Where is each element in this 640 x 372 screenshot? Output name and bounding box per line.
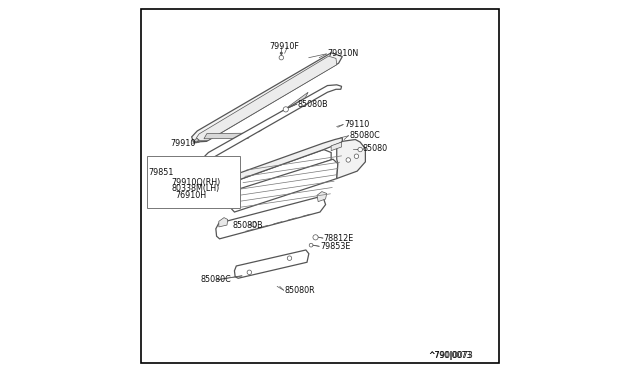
- Polygon shape: [204, 133, 251, 139]
- Circle shape: [232, 185, 236, 189]
- Circle shape: [234, 179, 237, 182]
- Circle shape: [283, 107, 289, 112]
- Text: 80338M(LH): 80338M(LH): [172, 184, 220, 193]
- Polygon shape: [214, 150, 331, 198]
- Polygon shape: [191, 53, 342, 142]
- Polygon shape: [230, 159, 338, 212]
- Polygon shape: [337, 140, 365, 179]
- Bar: [147, 156, 240, 208]
- Text: 79110: 79110: [344, 120, 369, 129]
- Text: ^790|0073: ^790|0073: [428, 351, 471, 360]
- Circle shape: [229, 198, 232, 202]
- Circle shape: [228, 205, 232, 208]
- Polygon shape: [216, 197, 326, 239]
- Circle shape: [309, 243, 313, 247]
- Circle shape: [236, 172, 239, 176]
- Text: 79910N: 79910N: [328, 49, 358, 58]
- Text: 85080R: 85080R: [285, 286, 316, 295]
- Polygon shape: [259, 92, 308, 132]
- Circle shape: [247, 270, 252, 275]
- Text: 79910: 79910: [170, 139, 196, 148]
- Text: ^790|0073: ^790|0073: [428, 351, 472, 360]
- Text: 85080C: 85080C: [201, 275, 232, 284]
- Text: 78812E: 78812E: [324, 234, 354, 243]
- Circle shape: [279, 55, 284, 60]
- Text: 85080: 85080: [363, 144, 388, 153]
- Polygon shape: [214, 138, 342, 187]
- Circle shape: [354, 154, 358, 158]
- Text: 79910Q(RH): 79910Q(RH): [172, 178, 220, 187]
- Circle shape: [280, 52, 283, 55]
- Circle shape: [251, 222, 257, 227]
- Polygon shape: [205, 85, 342, 159]
- Text: 85080B: 85080B: [298, 100, 328, 109]
- Circle shape: [287, 256, 292, 260]
- Circle shape: [358, 147, 362, 152]
- Text: 79853E: 79853E: [320, 242, 350, 251]
- Polygon shape: [331, 142, 342, 151]
- Text: 76910H: 76910H: [175, 191, 206, 200]
- Polygon shape: [317, 192, 326, 202]
- Text: 79910F: 79910F: [270, 42, 300, 51]
- Text: 85080C: 85080C: [349, 131, 381, 140]
- Polygon shape: [234, 250, 309, 278]
- Polygon shape: [196, 56, 337, 141]
- Text: 79851: 79851: [148, 169, 173, 177]
- Circle shape: [346, 158, 351, 162]
- Circle shape: [230, 192, 234, 195]
- Circle shape: [313, 235, 318, 240]
- Polygon shape: [219, 218, 228, 227]
- Polygon shape: [194, 138, 199, 142]
- Text: 85080B: 85080B: [232, 221, 263, 230]
